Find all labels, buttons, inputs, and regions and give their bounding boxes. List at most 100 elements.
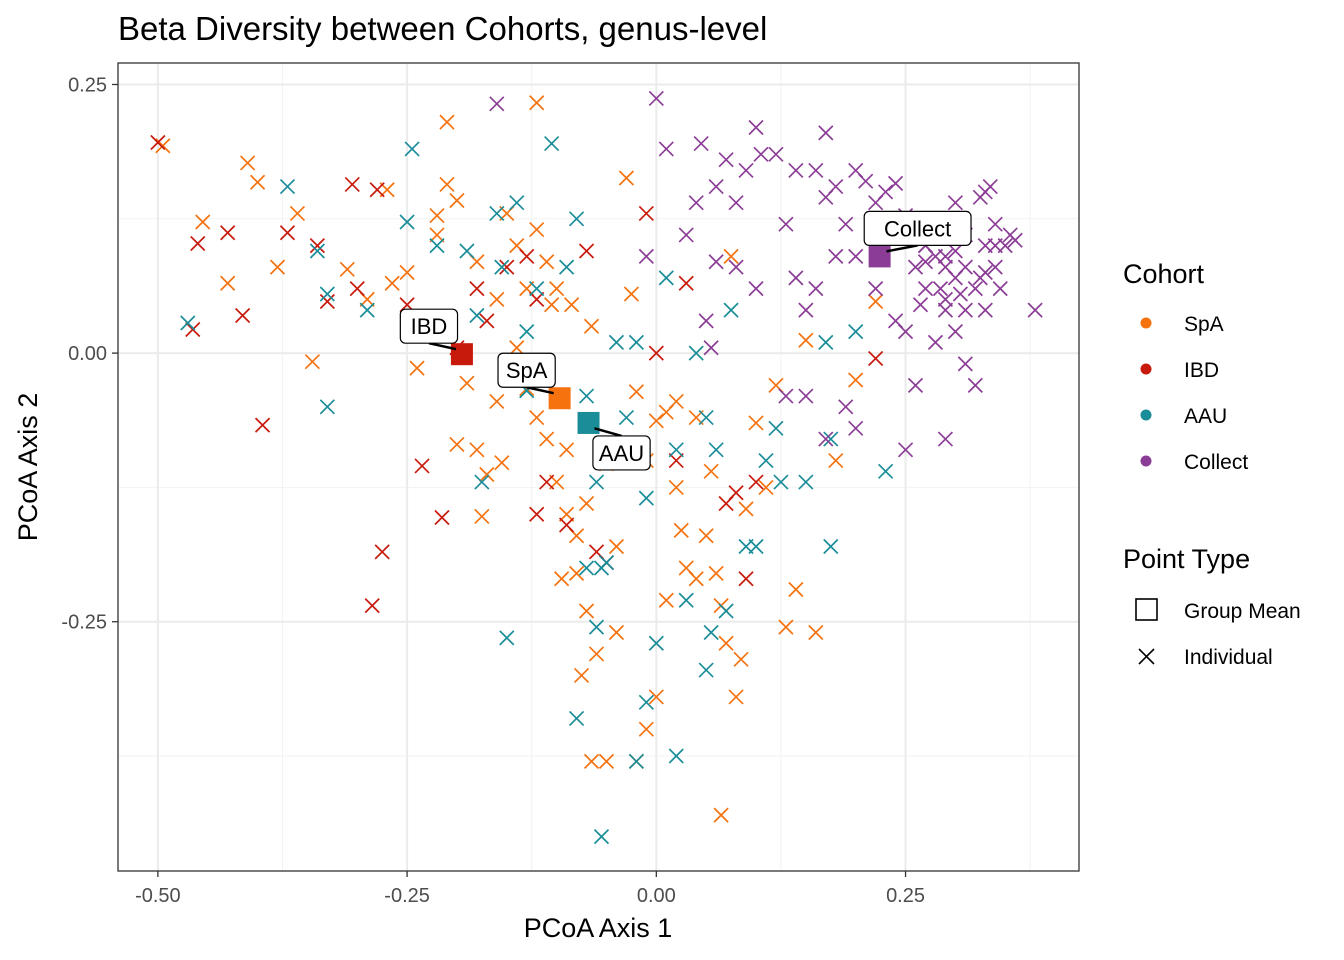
- callout-spa: SpA: [497, 352, 556, 395]
- x-axis-title: PCoA Axis 1: [524, 913, 673, 943]
- x-axis: -0.50 -0.25 0.00 0.25: [135, 871, 925, 907]
- point-ibd: [678, 275, 694, 291]
- point-aau: [558, 259, 575, 275]
- point-aau: [668, 442, 684, 458]
- point-ibd: [868, 350, 884, 367]
- point-collect: [887, 175, 904, 191]
- point-collect: [703, 340, 719, 356]
- callout-label: IBD: [411, 314, 448, 339]
- legend-label-spa: SpA: [1184, 313, 1224, 336]
- point-spa: [588, 646, 605, 662]
- point-ibd: [309, 238, 325, 254]
- point-aau: [519, 324, 535, 340]
- point-ibd: [374, 544, 390, 560]
- callout-leader: [594, 427, 622, 438]
- legend-entry-spa: SpA: [1140, 313, 1224, 336]
- panel-border: [117, 62, 1080, 872]
- point-collect: [738, 162, 754, 179]
- point-aau: [279, 178, 296, 195]
- point-spa: [618, 170, 635, 186]
- point-collect: [688, 195, 704, 211]
- point-collect: [798, 302, 814, 318]
- point-aau: [658, 270, 674, 286]
- point-aau: [529, 281, 545, 297]
- point-collect: [947, 270, 963, 286]
- grid-major: [118, 63, 1079, 871]
- point-collect: [947, 324, 963, 340]
- point-aau: [469, 307, 485, 324]
- point-spa: [558, 506, 575, 522]
- point-collect: [838, 216, 854, 232]
- point-aau: [319, 286, 335, 302]
- point-spa: [529, 95, 545, 111]
- point-collect: [858, 173, 874, 189]
- point-ibd: [185, 321, 201, 338]
- point-spa: [668, 479, 684, 496]
- point-aau: [628, 753, 644, 770]
- callout-label: Collect: [884, 216, 951, 241]
- point-spa: [583, 753, 600, 770]
- legend-dot-icon: [1140, 455, 1152, 467]
- point-spa: [758, 479, 774, 496]
- point-ibd: [558, 517, 575, 533]
- point-spa: [439, 114, 455, 130]
- point-collect: [977, 302, 993, 318]
- point-spa: [509, 340, 525, 356]
- point-aau: [459, 243, 475, 259]
- point-ibd: [529, 291, 545, 307]
- point-ibd: [349, 281, 365, 297]
- point-spa: [449, 192, 465, 209]
- point-spa: [220, 275, 236, 291]
- legend-cross-icon: [1138, 648, 1155, 665]
- point-collect: [878, 184, 894, 200]
- point-collect: [838, 399, 854, 415]
- point-spa: [339, 261, 355, 277]
- point-collect: [967, 377, 983, 393]
- point-collect: [678, 227, 694, 243]
- point-collect: [937, 291, 954, 307]
- point-spa: [573, 667, 590, 684]
- point-aau: [678, 592, 694, 608]
- point-collect: [972, 189, 988, 205]
- point-ibd: [469, 281, 485, 297]
- point-spa: [474, 508, 490, 525]
- point-collect: [917, 254, 934, 270]
- point-spa: [563, 297, 580, 313]
- point-ibd: [738, 571, 754, 587]
- point-collect: [868, 281, 884, 297]
- point-aau: [593, 829, 610, 845]
- callout-leader: [526, 386, 554, 395]
- point-collect: [937, 431, 954, 447]
- callout-leader: [428, 341, 457, 351]
- point-collect: [957, 302, 973, 318]
- point-spa: [733, 651, 749, 667]
- point-collect: [912, 297, 929, 313]
- point-aau: [668, 748, 684, 764]
- callout-box: [399, 308, 459, 344]
- point-aau: [823, 538, 839, 555]
- point-spa: [304, 354, 320, 370]
- point-spa: [539, 431, 555, 447]
- legend: Cohort SpA IBD AAU Collect Point Type Group…: [1123, 259, 1301, 669]
- point-aau: [578, 560, 595, 576]
- point-collect: [638, 248, 654, 265]
- point-collect: [977, 264, 993, 281]
- point-spa: [554, 571, 570, 587]
- point-ibd: [254, 417, 271, 433]
- point-collect: [828, 248, 844, 265]
- x-tick-label: 0.25: [886, 885, 925, 907]
- point-ibd: [279, 225, 296, 241]
- y-axis-title: PCoA Axis 2: [13, 393, 43, 542]
- point-collect: [768, 146, 784, 162]
- point-spa: [728, 689, 744, 705]
- legend-entry-individual: Individual: [1138, 646, 1273, 669]
- point-collect: [848, 420, 864, 436]
- individual-points: [150, 90, 1043, 845]
- point-collect: [728, 195, 744, 211]
- point-aau: [773, 474, 789, 490]
- point-spa: [673, 522, 689, 538]
- point-collect: [997, 238, 1013, 254]
- y-tick-label: 0.00: [68, 343, 107, 365]
- legend-entry-collect: Collect: [1140, 451, 1248, 474]
